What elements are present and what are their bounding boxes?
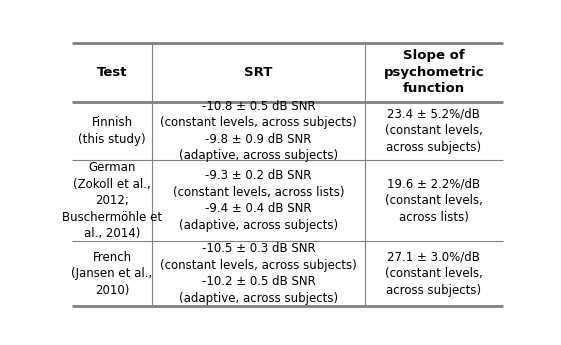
Text: 23.4 ± 5.2%/dB
(constant levels,
across subjects): 23.4 ± 5.2%/dB (constant levels, across … [385,108,483,154]
Text: -10.5 ± 0.3 dB SNR
(constant levels, across subjects)
-10.2 ± 0.5 dB SNR
(adapti: -10.5 ± 0.3 dB SNR (constant levels, acr… [160,242,357,305]
Text: Finnish
(this study): Finnish (this study) [79,116,146,146]
Text: Slope of
psychometric
function: Slope of psychometric function [384,49,484,95]
Text: -10.8 ± 0.5 dB SNR
(constant levels, across subjects)
-9.8 ± 0.9 dB SNR
(adaptiv: -10.8 ± 0.5 dB SNR (constant levels, acr… [160,100,357,162]
Text: SRT: SRT [244,66,273,79]
Text: German
(Zokoll et al.,
2012;
Buschermöhle et
al., 2014): German (Zokoll et al., 2012; Buschermöhl… [62,161,162,240]
Text: -9.3 ± 0.2 dB SNR
(constant levels, across lists)
-9.4 ± 0.4 dB SNR
(adaptive, a: -9.3 ± 0.2 dB SNR (constant levels, acro… [173,169,344,232]
Text: Test: Test [97,66,127,79]
Text: 19.6 ± 2.2%/dB
(constant levels,
across lists): 19.6 ± 2.2%/dB (constant levels, across … [385,178,483,224]
Text: 27.1 ± 3.0%/dB
(constant levels,
across subjects): 27.1 ± 3.0%/dB (constant levels, across … [385,250,483,296]
Text: French
(Jansen et al.,
2010): French (Jansen et al., 2010) [71,250,153,296]
